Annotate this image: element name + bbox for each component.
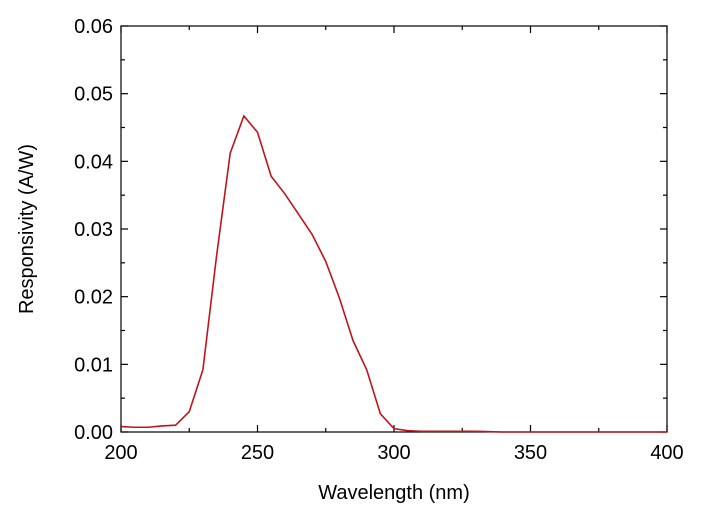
tick-label: 350 xyxy=(514,442,547,464)
tick-label: 250 xyxy=(241,442,274,464)
tick-label: 300 xyxy=(377,442,410,464)
tick-label: 0.00 xyxy=(74,422,113,444)
x-axis-title: Wavelength (nm) xyxy=(318,482,470,504)
y-axis-title: Responsivity (A/W) xyxy=(16,144,38,314)
tick-label: 0.02 xyxy=(74,287,113,309)
tick-label: 0.04 xyxy=(74,151,113,173)
tick-labels: 200 250 300 350 400 0.00 0.01 0.02 0.03 0.04 0.05 0… xyxy=(74,16,684,464)
tick-label: 200 xyxy=(104,442,137,464)
tick-label: 0.03 xyxy=(74,219,113,241)
tick-label: 400 xyxy=(650,442,683,464)
tick-marks xyxy=(120,25,668,433)
tick-label: 0.06 xyxy=(74,16,113,38)
responsivity-line xyxy=(120,114,667,433)
tick-label: 0.05 xyxy=(74,84,113,106)
tick-label: 0.01 xyxy=(74,354,113,376)
